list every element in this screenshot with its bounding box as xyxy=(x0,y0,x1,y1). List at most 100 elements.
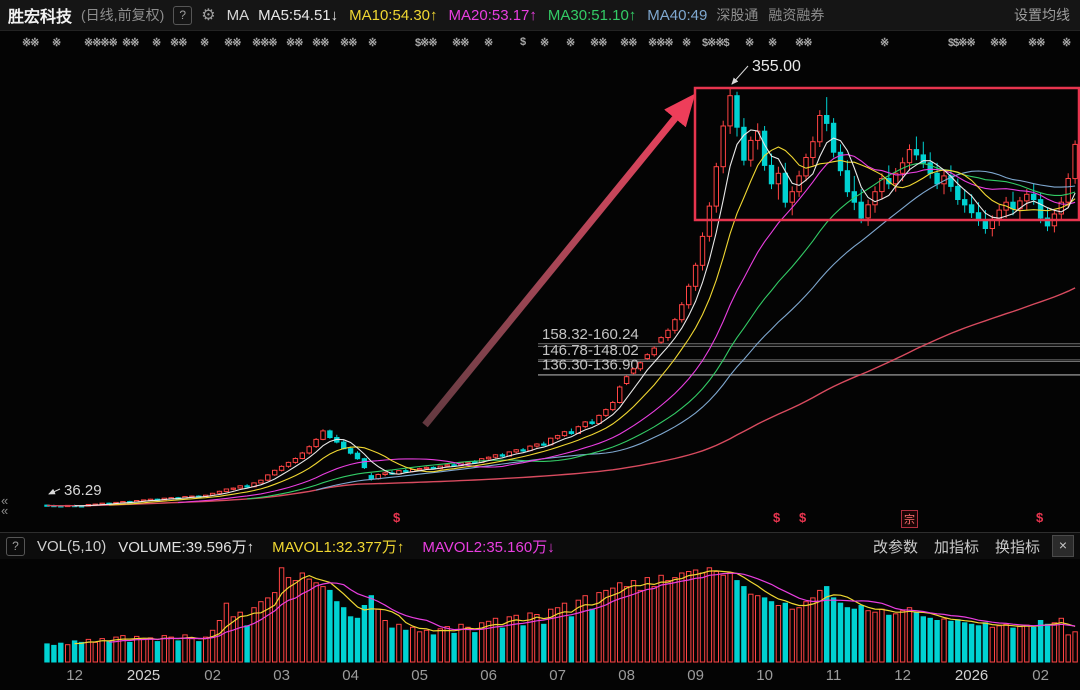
candle xyxy=(1044,217,1051,227)
dividend-icon[interactable]: $ xyxy=(1036,510,1044,525)
candle xyxy=(644,354,650,360)
candle xyxy=(679,304,685,321)
ma-selector[interactable]: MA xyxy=(226,6,250,24)
volume-bar xyxy=(623,586,630,663)
volume-bar xyxy=(906,607,913,663)
candle xyxy=(617,386,623,403)
dividend-icon[interactable]: $ xyxy=(799,510,807,525)
volume-bar xyxy=(699,572,706,663)
event-marker-icon[interactable]: ※※ xyxy=(122,37,139,49)
event-marker-icon[interactable]: ※※ xyxy=(620,37,637,49)
event-marker-icon[interactable]: ※ xyxy=(52,37,61,49)
event-marker-icon[interactable]: ※ xyxy=(368,37,377,49)
candle xyxy=(320,430,326,440)
event-marker-icon[interactable]: ※※ xyxy=(990,37,1007,49)
candle xyxy=(223,488,230,492)
volume-bar xyxy=(1024,624,1030,663)
event-marker-icon[interactable]: ※ xyxy=(200,37,209,49)
volume-bar xyxy=(154,641,161,663)
event-marker-icon[interactable]: $※※ xyxy=(415,37,438,49)
candle xyxy=(982,220,989,230)
vol-readout: VOLUME:39.596万↑ xyxy=(118,538,255,556)
ma-long-line xyxy=(46,287,1076,507)
vol-help-icon[interactable]: ? xyxy=(6,536,25,556)
indicator-buttons: 改参数 加指标 换指标 xyxy=(873,536,1040,557)
volume-bar xyxy=(285,577,292,663)
volume-bar xyxy=(941,618,947,663)
indicator-button[interactable]: 换指标 xyxy=(994,538,1040,556)
volume-bar xyxy=(817,589,823,663)
event-marker-icon[interactable]: ※ xyxy=(745,37,754,49)
indicator-button[interactable]: 加指标 xyxy=(933,538,979,556)
volume-bar xyxy=(341,607,347,663)
volume-layer xyxy=(44,567,1078,663)
scroll-left-icon[interactable]: «« xyxy=(1,493,9,518)
candle xyxy=(872,191,878,206)
ma-readouts: MA5:54.51↓ MA10:54.30↑ MA20:53.17↑ MA30:51.… xyxy=(258,7,707,24)
volume-bar xyxy=(989,626,995,663)
dividend-icon[interactable]: $ xyxy=(393,510,401,525)
block-trade-icon[interactable]: 宗 xyxy=(901,510,918,528)
volume-bar xyxy=(396,623,402,663)
chart-header: 胜宏科技 (日线,前复权) ? ⚙ MA MA5:54.51↓ MA10:54.3… xyxy=(0,0,1080,31)
candle xyxy=(568,431,575,435)
event-marker-icon[interactable]: ※※ xyxy=(170,37,187,49)
event-marker-icon[interactable]: ※※ xyxy=(452,37,469,49)
event-marker-icon[interactable]: ※ xyxy=(152,37,161,49)
volume-bar xyxy=(265,597,271,663)
volume-bar xyxy=(541,623,547,663)
volume-bar xyxy=(1031,626,1037,663)
event-marker-icon[interactable]: ※※ xyxy=(340,37,357,49)
event-marker-icon[interactable]: ※ xyxy=(880,37,889,49)
event-marker-icon[interactable]: ※※ xyxy=(1028,37,1045,49)
candle xyxy=(824,115,830,124)
event-marker-icon[interactable]: ※※ xyxy=(312,37,329,49)
event-marker-icon[interactable]: ※※ xyxy=(590,37,607,49)
vol-readout: MAVOL2:35.160万↓ xyxy=(422,538,555,556)
candle xyxy=(686,285,692,306)
event-marker-icon[interactable]: ※ xyxy=(1062,37,1071,49)
chart-period-mode[interactable]: (日线,前复权) xyxy=(81,7,165,23)
volume-bar xyxy=(761,597,768,663)
event-marker-icon[interactable]: $※※$ xyxy=(702,37,730,49)
volume-bar xyxy=(382,620,388,663)
event-marker-icon[interactable]: ※※※※ xyxy=(84,37,118,49)
ma-readout: MA20:53.17↑ xyxy=(448,6,537,24)
event-marker-icon[interactable]: ※ xyxy=(768,37,777,49)
event-marker-icon[interactable]: ※ xyxy=(566,37,575,49)
mavol1-line xyxy=(74,570,1076,645)
candle xyxy=(541,443,547,446)
event-marker-icon[interactable]: ※ xyxy=(484,37,493,49)
ma40-line xyxy=(315,170,1076,491)
event-marker-icon[interactable]: ※※ xyxy=(795,37,812,49)
event-marker-icon[interactable]: ※※※ xyxy=(252,37,278,49)
event-marker-icon[interactable]: $$※※ xyxy=(948,37,976,49)
volume-bar xyxy=(879,608,885,663)
volume-bar xyxy=(78,641,85,663)
candle xyxy=(879,178,885,193)
vol-readout: MAVOL1:32.377万↑ xyxy=(272,538,405,556)
close-icon[interactable]: × xyxy=(1052,535,1074,557)
candle xyxy=(520,449,526,452)
event-marker-icon[interactable]: ※※ xyxy=(224,37,241,49)
dividend-icon[interactable]: $ xyxy=(773,510,781,525)
indicator-button[interactable]: 改参数 xyxy=(872,538,918,556)
vol-readouts: VOLUME:39.596万↑ MAVOL1:32.377万↑ MAVOL2:35.… xyxy=(118,536,555,557)
event-marker-icon[interactable]: ※ xyxy=(682,37,691,49)
volume-bar xyxy=(520,625,526,663)
candle xyxy=(610,402,616,411)
event-marker-icon[interactable]: ※※ xyxy=(286,37,303,49)
event-marker-icon[interactable]: ※※※ xyxy=(648,37,674,49)
volume-bar xyxy=(796,607,802,663)
ma-settings-button[interactable]: 设置均线 xyxy=(1014,7,1070,23)
candle xyxy=(920,154,926,164)
event-marker-icon[interactable]: ※※ xyxy=(22,37,39,49)
help-icon[interactable]: ? xyxy=(173,5,193,25)
gear-icon[interactable]: ⚙ xyxy=(201,7,216,24)
axis-label: 06 xyxy=(480,667,497,684)
event-marker-icon[interactable]: $ xyxy=(520,36,526,48)
volume-bar xyxy=(727,572,733,663)
event-marker-icon[interactable]: ※ xyxy=(540,37,549,49)
